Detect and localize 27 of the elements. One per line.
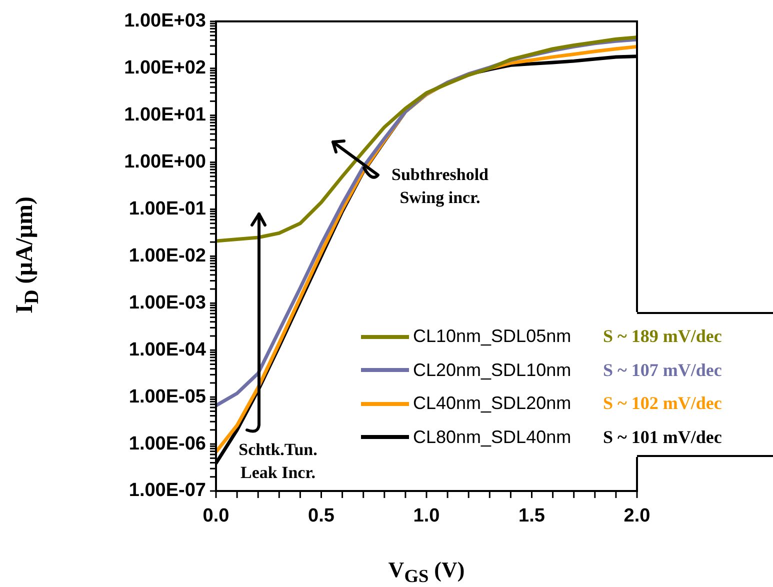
legend-label: CL40nm_SDL20nm — [413, 393, 572, 414]
y-tick-label: 1.00E-07 — [128, 480, 206, 502]
y-tick-label: 1.00E+02 — [124, 58, 206, 79]
legend-label: CL80nm_SDL40nm — [413, 426, 572, 448]
y-tick-label: 1.00E+01 — [124, 104, 206, 126]
x-tick-label: 0.0 — [202, 506, 230, 527]
y-tick-label: 1.00E-01 — [128, 198, 206, 220]
y-tick-label: 1.00E-03 — [128, 292, 206, 314]
annotation: S ~ 189 mV/dec — [603, 326, 722, 348]
x-tick-label: 2.0 — [624, 506, 650, 527]
y-tick-label: 1.00E+03 — [124, 10, 206, 32]
x-tick-label: 0.5 — [308, 506, 335, 527]
x-tick-label: 1.0 — [413, 506, 440, 527]
annotation: S ~ 101 mV/dec — [603, 426, 722, 448]
y-tick-label: 1.00E-04 — [128, 339, 206, 360]
x-axis-title: V$_{GS}$ (V) — [388, 556, 465, 587]
legend-label: CL20nm_SDL10nm — [413, 360, 572, 381]
annotation: S ~ 107 mV/dec — [603, 360, 722, 381]
y-tick-label: 1.00E-02 — [128, 245, 206, 266]
y-tick-label: 1.00E-06 — [128, 433, 206, 454]
legend-label: CL10nm_SDL05nm — [413, 326, 572, 348]
y-tick-label: 1.00E-05 — [128, 386, 206, 408]
annotation: S ~ 102 mV/dec — [603, 393, 722, 414]
x-tick-label: 1.5 — [518, 506, 546, 527]
annotation: Schtk.Tun. Leak Incr. — [238, 439, 318, 484]
annotation: Subthreshold Swing incr. — [390, 164, 490, 209]
y-tick-label: 1.00E+00 — [124, 152, 206, 173]
